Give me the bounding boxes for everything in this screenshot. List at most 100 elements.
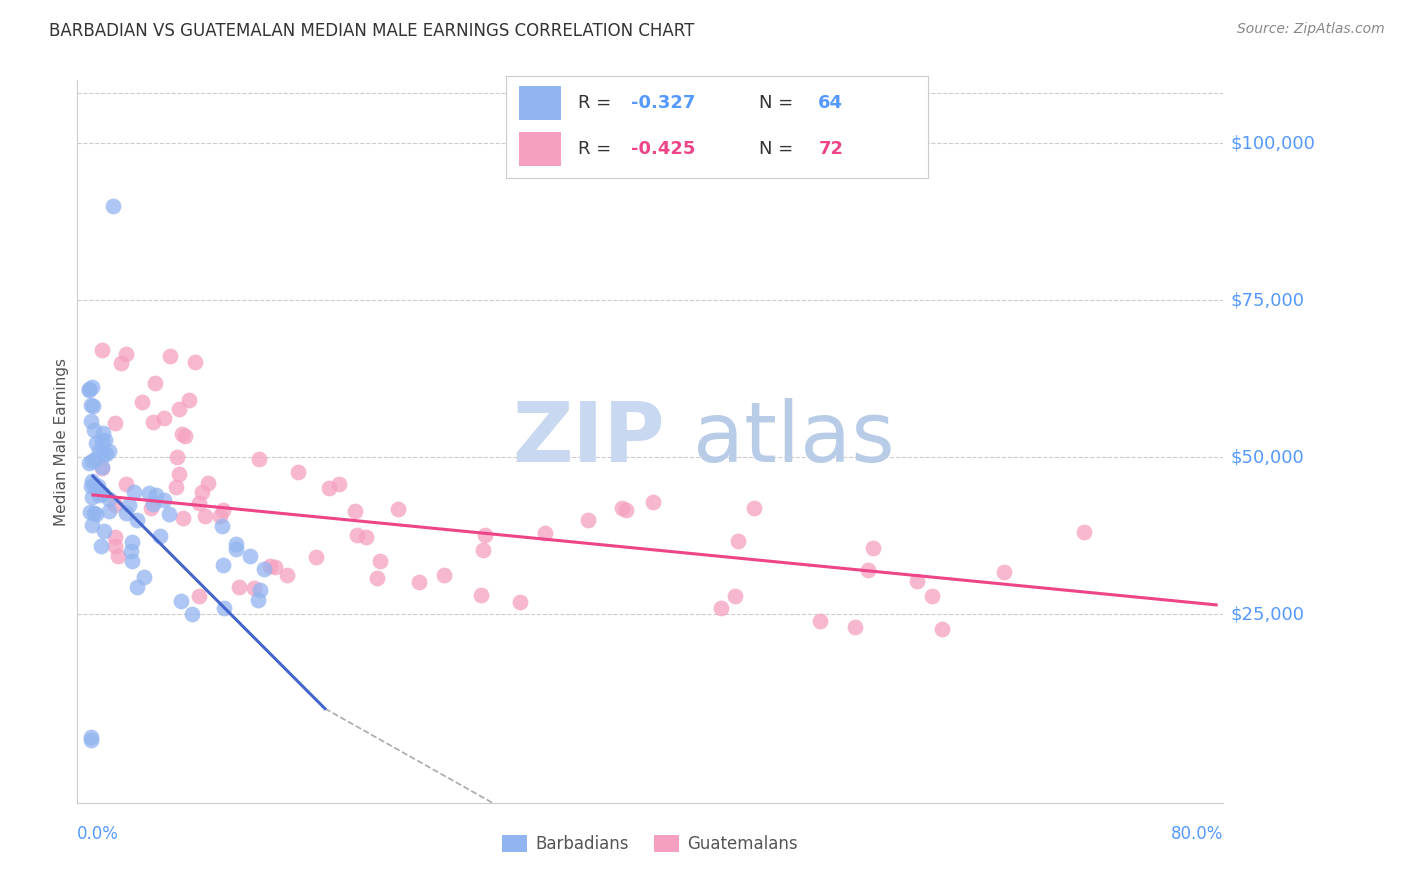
Barbadians [91,434,114,449]
Text: atlas: atlas [693,398,894,479]
Guatemalans [107,549,129,564]
Guatemalans [343,504,366,518]
Guatemalans [578,512,600,526]
Guatemalans [172,426,194,441]
Guatemalans [212,502,235,516]
Barbadians [80,730,103,744]
Text: BARBADIAN VS GUATEMALAN MEDIAN MALE EARNINGS CORRELATION CHART: BARBADIAN VS GUATEMALAN MEDIAN MALE EARN… [49,22,695,40]
Guatemalans [90,461,112,475]
Bar [519,87,561,120]
Barbadians [253,562,276,576]
Barbadians [86,479,108,493]
Barbadians [82,380,104,394]
Guatemalans [276,567,298,582]
Guatemalans [993,565,1015,579]
Text: N =: N = [759,94,799,112]
Guatemalans [188,496,211,510]
Guatemalans [194,508,217,523]
Guatemalans [115,347,138,361]
Guatemalans [287,466,309,480]
Guatemalans [346,528,368,542]
Guatemalans [91,343,114,358]
Guatemalans [1073,524,1095,539]
Guatemalans [509,595,531,609]
Barbadians [94,433,117,447]
Barbadians [121,534,143,549]
Barbadians [212,601,235,615]
Barbadians [120,543,142,558]
Barbadians [132,570,155,584]
Barbadians [211,518,233,533]
Barbadians [117,499,139,513]
Barbadians [83,423,105,437]
Barbadians [93,447,115,461]
Guatemalans [856,563,879,577]
Text: 0.0%: 0.0% [77,825,120,843]
Guatemalans [742,500,765,515]
Guatemalans [470,589,492,603]
Barbadians [82,399,104,413]
Barbadians [80,517,103,532]
Guatemalans [921,589,943,603]
Barbadians [79,398,101,412]
Barbadians [225,537,247,551]
Guatemalans [727,534,749,549]
Barbadians [82,490,104,504]
Barbadians [149,529,172,543]
Guatemalans [184,354,207,368]
Guatemalans [142,415,165,429]
Barbadians [90,540,112,554]
Guatemalans [104,417,127,431]
Guatemalans [159,349,181,363]
Guatemalans [433,568,456,582]
Guatemalans [141,500,163,515]
Barbadians [246,593,269,607]
Barbadians [87,443,110,458]
Barbadians [181,607,204,621]
Barbadians [249,582,271,597]
Barbadians [91,426,114,441]
Guatemalans [247,451,270,466]
Guatemalans [209,508,232,523]
Guatemalans [328,476,350,491]
Guatemalans [724,589,747,603]
Text: Source: ZipAtlas.com: Source: ZipAtlas.com [1237,22,1385,37]
Guatemalans [905,574,928,589]
Guatemalans [710,601,733,615]
Barbadians [80,733,103,747]
Guatemalans [104,539,127,553]
Barbadians [170,593,193,607]
Guatemalans [188,589,211,603]
Text: ZIP: ZIP [512,398,665,479]
Guatemalans [166,450,188,464]
Barbadians [127,513,149,527]
Guatemalans [368,554,391,568]
Barbadians [101,199,124,213]
Guatemalans [259,559,281,574]
Barbadians [82,454,104,468]
Guatemalans [243,582,266,596]
Barbadians [115,506,138,520]
Text: $25,000: $25,000 [1230,606,1305,624]
Barbadians [84,436,107,450]
Guatemalans [844,620,866,634]
Barbadians [98,492,121,507]
Barbadians [79,414,101,428]
Guatemalans [131,395,153,409]
Guatemalans [474,528,496,542]
Barbadians [138,486,160,500]
Barbadians [91,486,114,500]
Guatemalans [862,541,884,555]
Text: N =: N = [759,140,799,158]
Guatemalans [228,580,250,594]
Barbadians [225,542,247,557]
Guatemalans [264,559,287,574]
Text: 64: 64 [818,94,844,112]
Guatemalans [190,484,212,499]
Text: $100,000: $100,000 [1230,134,1315,153]
Barbadians [152,492,174,507]
Barbadians [125,580,148,594]
Barbadians [83,479,105,493]
Barbadians [77,383,100,397]
Barbadians [84,507,107,521]
